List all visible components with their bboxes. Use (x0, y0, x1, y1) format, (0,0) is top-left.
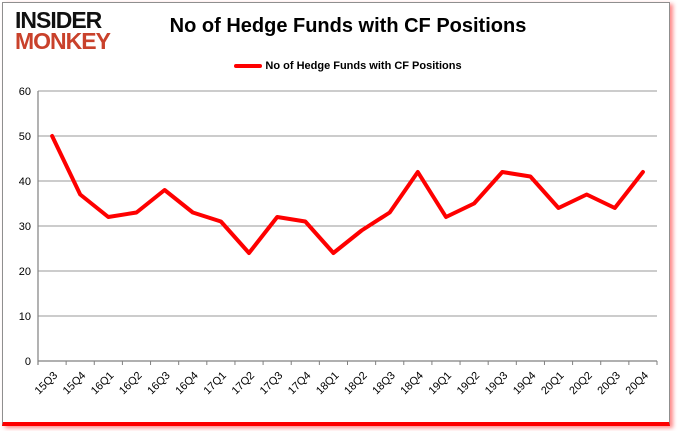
insider-monkey-logo: INSIDER MONKEY (15, 7, 111, 55)
x-tick-label: 16Q1 (89, 370, 117, 398)
x-tick-label: 18Q2 (342, 370, 370, 398)
x-tick-label: 18Q4 (398, 370, 426, 398)
chart-legend: No of Hedge Funds with CF Positions (133, 60, 563, 72)
x-tick-label: 19Q3 (483, 370, 511, 398)
x-tick-label: 17Q1 (201, 370, 229, 398)
series-line (50, 134, 645, 255)
x-tick-label: 20Q2 (567, 370, 595, 398)
x-tick-label: 17Q2 (230, 370, 258, 398)
logo-line-insider: INSIDER (15, 7, 102, 33)
x-tick-label: 17Q4 (286, 370, 314, 398)
x-tick-label: 15Q3 (33, 370, 61, 398)
logo-line-monkey: MONKEY (15, 28, 111, 55)
x-tick-label: 19Q2 (455, 370, 483, 398)
x-tick-label: 16Q3 (145, 370, 173, 398)
x-tick-label: 17Q3 (258, 370, 286, 398)
x-tick-label: 20Q3 (595, 370, 623, 398)
x-tick-label: 16Q4 (173, 370, 201, 398)
x-tick-label: 15Q4 (61, 370, 89, 398)
legend-line-swatch-icon (234, 64, 263, 68)
y-tick-label: 10 (19, 311, 31, 323)
x-tick-label: 16Q2 (117, 370, 145, 398)
x-tick-label: 18Q1 (314, 370, 342, 398)
x-tick-label: 19Q4 (511, 370, 539, 398)
y-tick-label: 30 (19, 221, 31, 233)
y-tick-label: 0 (25, 356, 31, 368)
chart-frame: INSIDER MONKEY No of Hedge Funds with CF… (2, 2, 670, 426)
legend-label: No of Hedge Funds with CF Positions (265, 60, 462, 72)
x-tick-label: 20Q4 (624, 370, 652, 398)
y-tick-label: 40 (19, 176, 31, 188)
y-tick-label: 20 (19, 266, 31, 278)
y-tick-label: 50 (19, 131, 31, 143)
x-tick-label: 19Q1 (427, 370, 455, 398)
y-tick-label: 60 (19, 86, 31, 98)
x-tick-label: 20Q1 (539, 370, 567, 398)
x-tick-label: 18Q3 (370, 370, 398, 398)
chart-title: No of Hedge Funds with CF Positions (169, 15, 527, 37)
